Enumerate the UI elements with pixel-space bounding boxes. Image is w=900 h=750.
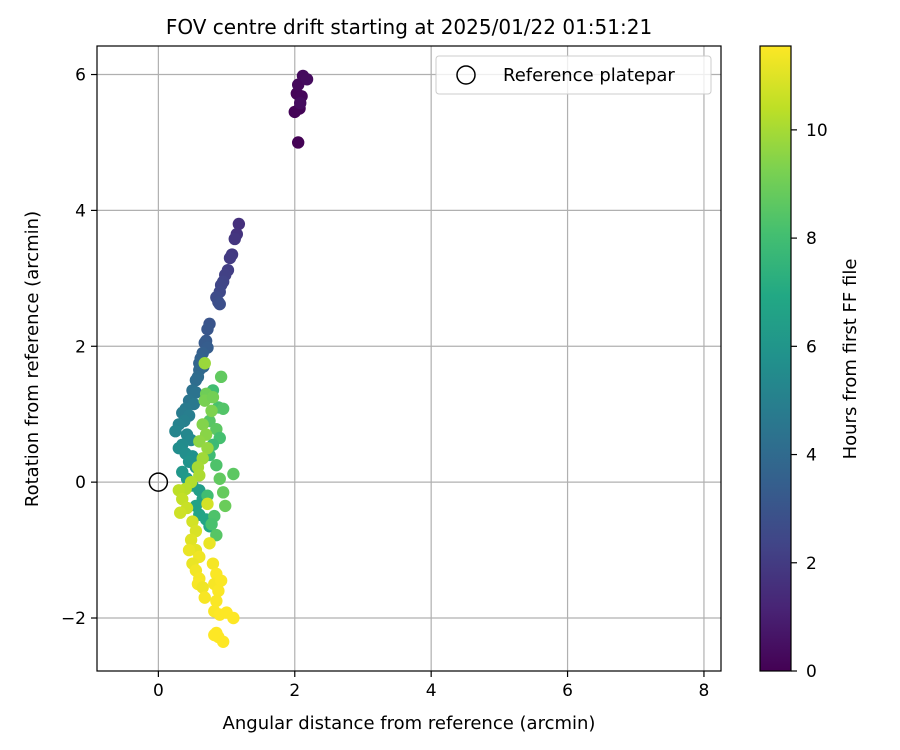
data-point-84 xyxy=(193,435,206,448)
data-point-111 xyxy=(206,557,220,570)
data-point-81 xyxy=(205,404,218,418)
y-tick-label-4: 6 xyxy=(75,66,86,86)
data-point-124 xyxy=(214,574,228,587)
data-point-99 xyxy=(184,533,198,547)
colorbar-tick-label-3: 6 xyxy=(806,337,817,357)
data-point-76 xyxy=(210,528,223,542)
y-axis-ticks: −2 0 2 4 6 xyxy=(61,66,97,629)
y-tick-label-1: 0 xyxy=(75,473,86,493)
data-point-85 xyxy=(198,357,211,370)
data-point-107 xyxy=(196,581,209,594)
data-point-101 xyxy=(182,543,196,557)
data-point-75 xyxy=(205,518,218,531)
data-point-72 xyxy=(219,499,232,513)
data-point-114 xyxy=(212,584,225,598)
data-point-96 xyxy=(174,506,187,519)
data-point-69 xyxy=(210,458,223,472)
data-point-87 xyxy=(201,441,214,455)
grid-lines xyxy=(97,46,721,671)
colorbar-tick-label-4: 8 xyxy=(806,229,817,249)
colorbar-ticks: 0 2 4 6 8 10 xyxy=(791,121,828,682)
y-axis-label: Rotation from reference (arcmin) xyxy=(22,211,43,507)
data-point-109 xyxy=(201,497,214,511)
x-axis-label: Angular distance from reference (arcmin) xyxy=(223,713,596,734)
data-points xyxy=(169,69,314,648)
x-tick-label-0: 0 xyxy=(153,681,164,701)
legend-marker xyxy=(456,65,476,85)
data-point-70 xyxy=(213,472,226,485)
data-point-122 xyxy=(208,628,221,642)
x-tick-label-3: 6 xyxy=(562,681,573,701)
x-tick-label-2: 4 xyxy=(426,681,437,701)
data-point-21 xyxy=(213,297,226,311)
colorbar-tick-label-1: 2 xyxy=(806,554,817,574)
y-tick-label-3: 4 xyxy=(75,201,86,221)
colorbar-gradient xyxy=(759,45,792,672)
data-point-78 xyxy=(214,370,228,384)
data-point-23 xyxy=(201,323,214,336)
data-point-110 xyxy=(203,537,216,550)
data-point-108 xyxy=(198,591,211,604)
colorbar-tick-label-5: 10 xyxy=(806,121,828,141)
y-tick-label-2: 2 xyxy=(75,337,86,357)
data-point-77 xyxy=(227,467,240,481)
x-tick-label-4: 8 xyxy=(699,681,710,701)
data-point-0 xyxy=(291,136,305,149)
x-tick-label-1: 2 xyxy=(289,681,300,701)
data-point-8 xyxy=(294,96,307,110)
data-point-7 xyxy=(300,73,314,86)
data-point-97 xyxy=(186,515,199,528)
reference-point-marker xyxy=(148,472,169,492)
chart-title: FOV centre drift starting at 2025/01/22 … xyxy=(166,15,652,39)
data-point-90 xyxy=(193,469,206,482)
data-point-86 xyxy=(206,391,220,404)
legend: Reference platepar xyxy=(435,55,712,95)
colorbar: 0 2 4 6 8 10 Hours from first FF file xyxy=(759,45,861,682)
data-point-63 xyxy=(216,402,230,415)
colorbar-tick-label-0: 0 xyxy=(806,662,817,682)
data-point-35 xyxy=(189,386,203,399)
data-point-119 xyxy=(227,611,240,625)
y-tick-label-0: −2 xyxy=(61,609,86,629)
data-point-11 xyxy=(228,232,241,246)
data-point-82 xyxy=(196,418,209,431)
data-point-43 xyxy=(169,424,182,438)
x-axis-ticks: 0 2 4 6 8 xyxy=(153,671,709,701)
legend-box xyxy=(435,55,712,95)
colorbar-tick-label-2: 4 xyxy=(806,446,817,466)
data-point-71 xyxy=(216,486,230,499)
data-point-123 xyxy=(216,635,230,648)
data-point-13 xyxy=(223,251,237,265)
colorbar-label: Hours from first FF file xyxy=(840,259,861,460)
data-point-9 xyxy=(232,217,246,231)
plot-frame xyxy=(96,45,722,672)
data-point-115 xyxy=(210,594,223,608)
legend-label: Reference platepar xyxy=(503,65,675,86)
data-point-33 xyxy=(189,374,203,387)
